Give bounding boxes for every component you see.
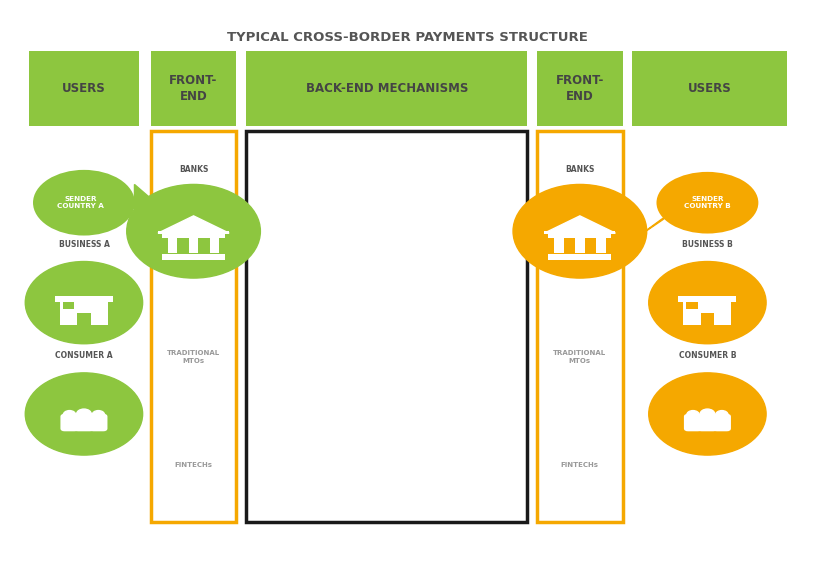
FancyBboxPatch shape [29,51,139,126]
FancyBboxPatch shape [544,231,615,234]
Text: TYPICAL CROSS-BORDER PAYMENTS STRUCTURE: TYPICAL CROSS-BORDER PAYMENTS STRUCTURE [227,31,588,43]
Text: TRADITIONAL
MTOs: TRADITIONAL MTOs [553,350,606,364]
FancyBboxPatch shape [151,51,236,126]
FancyBboxPatch shape [548,233,611,238]
Text: CONSUMER A: CONSUMER A [55,351,112,360]
Text: AGGREGATOR MODEL
(ALTERNATIVE CBN): AGGREGATOR MODEL (ALTERNATIVE CBN) [306,319,466,349]
FancyBboxPatch shape [686,302,698,308]
FancyBboxPatch shape [189,236,198,254]
FancyBboxPatch shape [162,254,225,260]
FancyBboxPatch shape [246,51,527,126]
FancyBboxPatch shape [701,313,714,325]
Circle shape [77,409,91,420]
Ellipse shape [657,172,758,234]
FancyBboxPatch shape [90,414,108,431]
Text: SENDER
COUNTRY B: SENDER COUNTRY B [684,196,731,210]
FancyBboxPatch shape [537,51,623,126]
Text: SENDER
COUNTRY A: SENDER COUNTRY A [57,196,104,210]
Text: FRONT-
END: FRONT- END [170,74,218,103]
Polygon shape [158,216,229,233]
Text: USERS: USERS [62,82,105,95]
FancyBboxPatch shape [168,236,178,254]
FancyBboxPatch shape [77,313,90,325]
Circle shape [649,262,766,344]
FancyBboxPatch shape [59,296,108,325]
Circle shape [700,409,715,420]
Text: CORRESPONDENT BANKING
NETWORK (CBN): CORRESPONDENT BANKING NETWORK (CBN) [284,204,489,235]
Polygon shape [636,208,676,238]
Circle shape [649,373,766,455]
Text: FINTECHs: FINTECHs [561,463,599,468]
FancyBboxPatch shape [684,414,702,431]
Circle shape [25,262,143,344]
FancyBboxPatch shape [575,236,584,254]
Circle shape [513,184,647,278]
Text: CONSUMER B: CONSUMER B [679,351,736,360]
Text: FINTECHs: FINTECHs [174,463,213,468]
FancyBboxPatch shape [632,51,787,126]
FancyBboxPatch shape [713,414,731,431]
Text: BANKS: BANKS [565,165,595,174]
FancyBboxPatch shape [678,296,737,303]
Circle shape [687,411,699,419]
FancyBboxPatch shape [596,236,606,254]
FancyBboxPatch shape [209,236,219,254]
FancyBboxPatch shape [683,296,732,325]
FancyBboxPatch shape [554,236,564,254]
Circle shape [716,411,728,419]
FancyBboxPatch shape [158,231,229,234]
FancyBboxPatch shape [74,414,94,431]
Text: OTHERS (SEPA, DISTRIBUTED
LEDGER TECHNOLOGY): OTHERS (SEPA, DISTRIBUTED LEDGER TECHNOL… [277,433,496,464]
Circle shape [25,373,143,455]
FancyBboxPatch shape [63,302,74,308]
Text: BANKS: BANKS [178,165,209,174]
FancyBboxPatch shape [55,296,113,303]
Polygon shape [544,216,615,233]
Text: USERS: USERS [688,82,732,95]
Circle shape [64,411,76,419]
FancyBboxPatch shape [60,414,78,431]
Text: BUSINESS A: BUSINESS A [59,240,109,249]
Text: BUSINESS B: BUSINESS B [682,240,733,249]
Text: BACK-END MECHANISMS: BACK-END MECHANISMS [306,82,468,95]
Text: FRONT-
END: FRONT- END [556,74,604,103]
FancyBboxPatch shape [548,254,611,260]
FancyBboxPatch shape [162,233,225,238]
Ellipse shape [33,170,135,235]
Circle shape [127,184,261,278]
Polygon shape [134,184,156,221]
Circle shape [92,411,104,419]
FancyBboxPatch shape [698,414,717,431]
Text: TRADITIONAL
MTOs: TRADITIONAL MTOs [167,350,220,364]
